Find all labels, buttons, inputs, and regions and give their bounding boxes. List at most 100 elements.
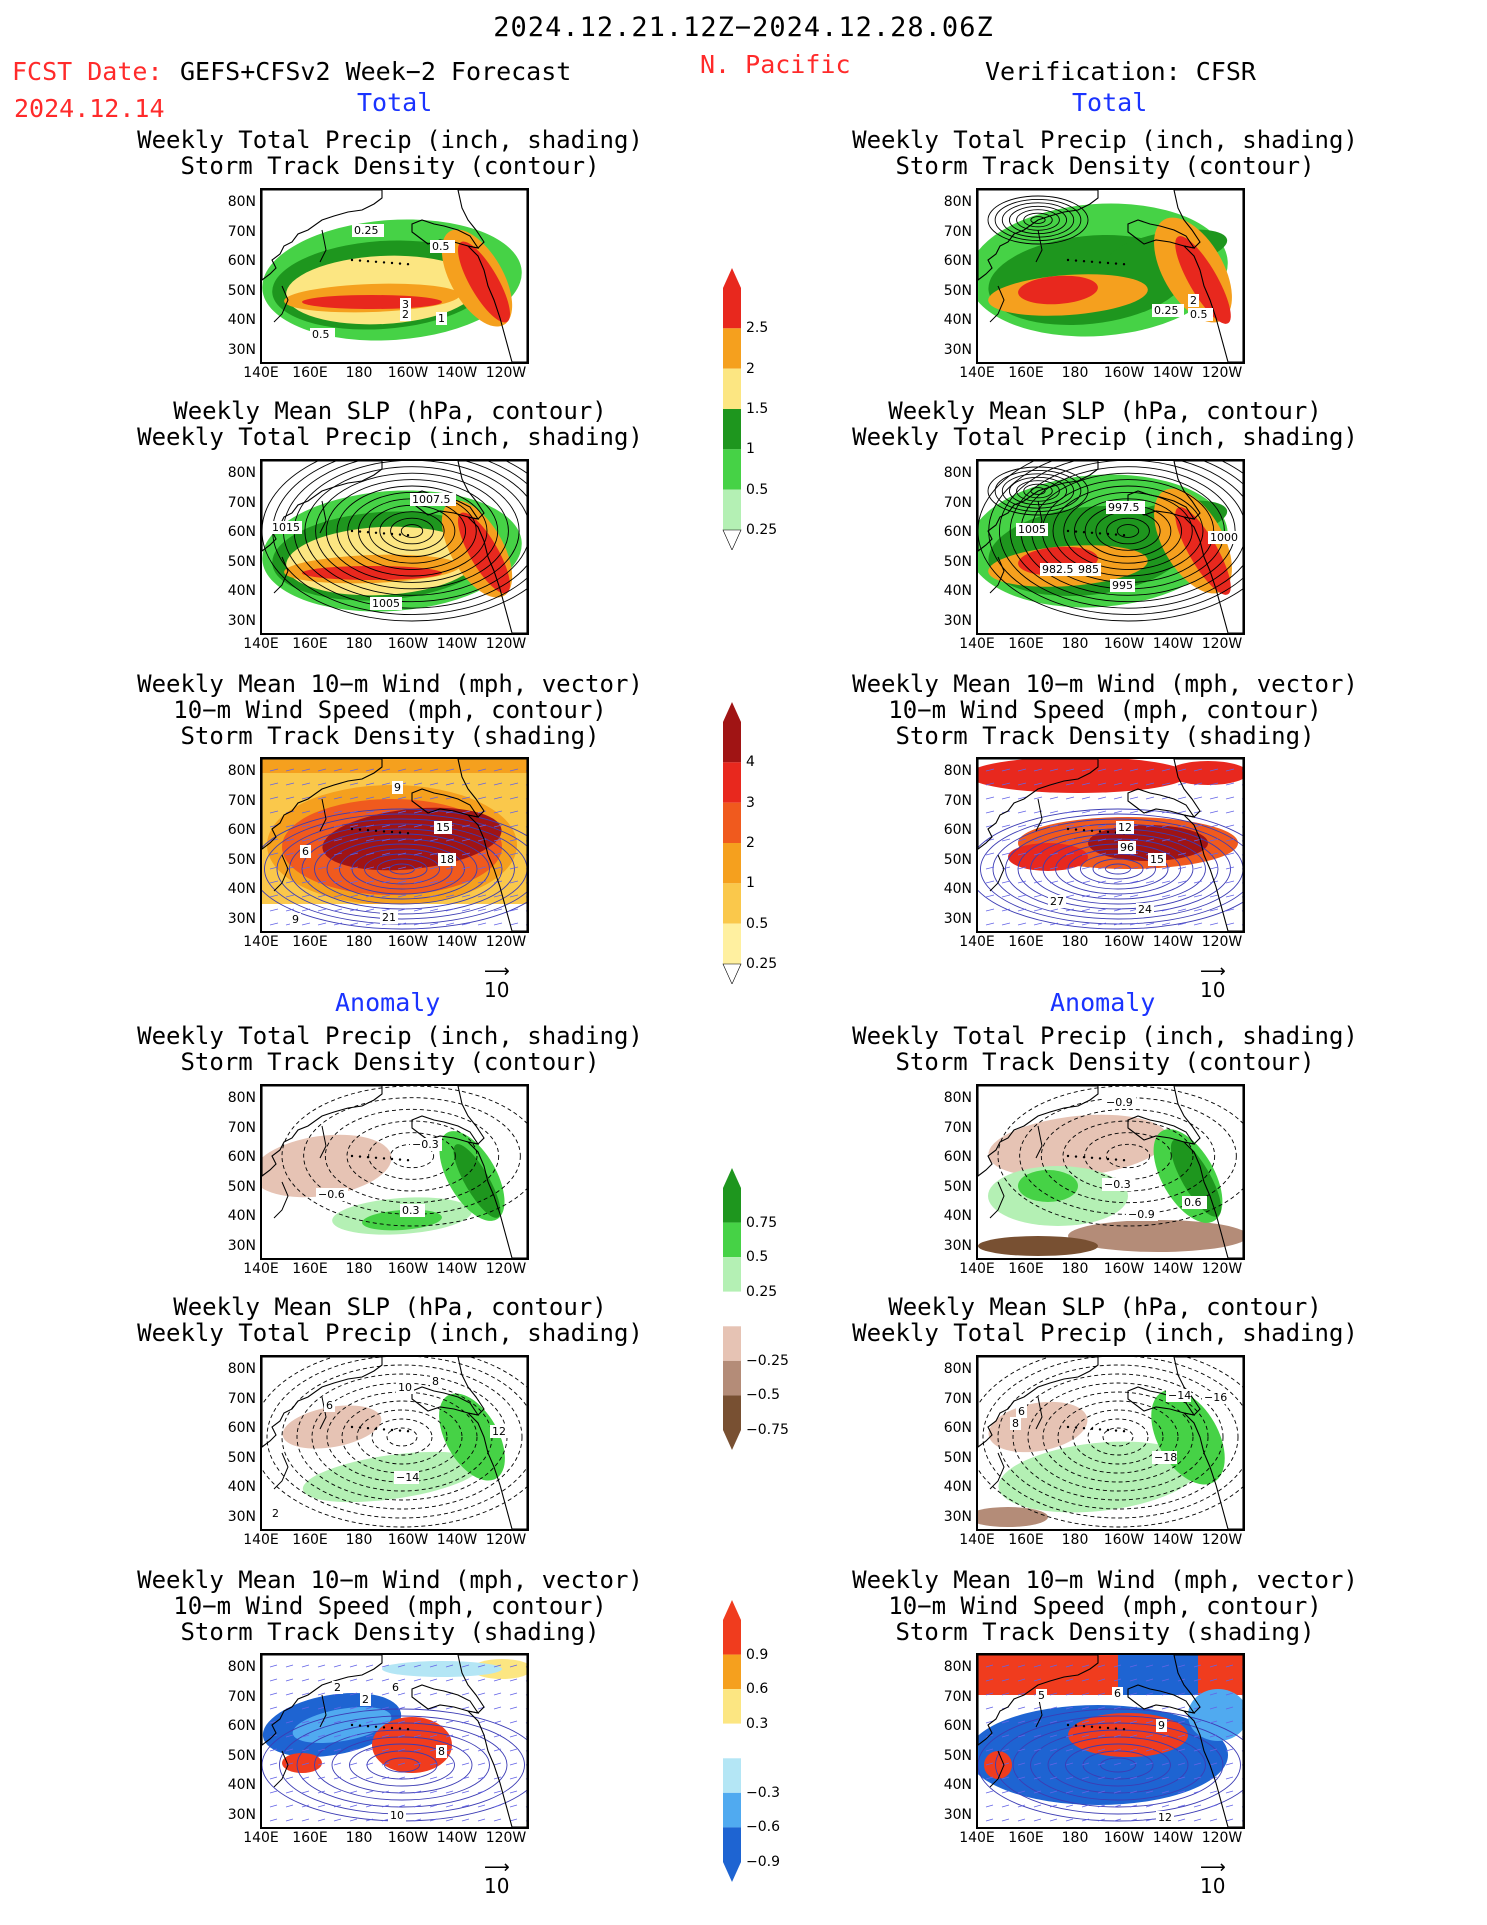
- panel-title: Weekly Total Precip (inch, shading): [137, 1319, 643, 1347]
- ver-awind-map: 5 6 9 12: [976, 1653, 1245, 1829]
- lat-tick-label: 30N: [227, 1237, 256, 1254]
- panel-title: Weekly Mean SLP (hPa, contour): [888, 1293, 1322, 1321]
- svg-text:995: 995: [1112, 579, 1133, 592]
- contour-label: 27: [1048, 895, 1066, 908]
- svg-text:0.3: 0.3: [402, 1204, 420, 1217]
- lat-tick-label: 70N: [943, 792, 972, 809]
- lon-tick-label: 120W: [1201, 636, 1243, 652]
- svg-text:1005: 1005: [372, 597, 400, 610]
- contour-label: 10: [396, 1381, 414, 1394]
- lat-tick-label: 30N: [943, 612, 972, 629]
- lon-tick-label: 180: [345, 1532, 373, 1548]
- lon-tick-label: 140E: [959, 1261, 995, 1277]
- lat-tick-label: 70N: [943, 1119, 972, 1136]
- svg-text:−0.9: −0.9: [1106, 1096, 1133, 1109]
- lon-tick-label: 120W: [1201, 1261, 1243, 1277]
- lon-tick-label: 140E: [243, 636, 279, 652]
- lon-tick-label: 140W: [1152, 636, 1194, 652]
- svg-text:6: 6: [1114, 1687, 1121, 1700]
- lon-tick-label: 160W: [387, 1532, 429, 1548]
- lat-tick-label: 50N: [227, 851, 256, 868]
- contour-label: 12: [490, 1425, 508, 1438]
- contour-label: 2: [360, 1693, 371, 1706]
- svg-text:982.5: 982.5: [1042, 563, 1074, 576]
- svg-text:27: 27: [1050, 895, 1064, 908]
- lon-tick-label: 160E: [1008, 1532, 1044, 1548]
- contour-label: 1005: [370, 597, 402, 610]
- contour-label: 1: [436, 312, 447, 325]
- fc-slp-map: 1007.5 1015 1005: [260, 459, 529, 635]
- contour-label: 2: [270, 1507, 281, 1520]
- lat-tick-label: 30N: [227, 612, 256, 629]
- svg-text:0.25: 0.25: [1154, 304, 1179, 317]
- panel-title: Weekly Total Precip (inch, shading): [137, 423, 643, 451]
- lon-tick-label: 180: [1061, 934, 1089, 950]
- lat-tick-label: 40N: [227, 881, 256, 897]
- lat-tick-label: 30N: [943, 341, 972, 358]
- lat-tick-label: 70N: [943, 223, 972, 240]
- panel-title: Weekly Total Precip (inch, shading): [852, 1022, 1358, 1050]
- contour-label: 24: [1136, 903, 1154, 916]
- svg-text:6: 6: [392, 1681, 399, 1694]
- lon-tick-label: 140E: [243, 1261, 279, 1277]
- lat-tick-label: 40N: [227, 312, 256, 328]
- lat-tick-label: 60N: [227, 1420, 256, 1436]
- lat-tick-label: 60N: [943, 253, 972, 269]
- lat-tick-label: 30N: [227, 910, 256, 927]
- lon-tick-label: 180: [1061, 365, 1089, 381]
- map-plot: 2 6 8 2 10: [262, 1655, 527, 1827]
- lon-tick-label: 120W: [485, 1830, 527, 1846]
- panel-title: Weekly Mean 10−m Wind (mph, vector): [137, 670, 643, 698]
- svg-text:21: 21: [382, 911, 396, 924]
- contour-label: 985: [1076, 563, 1101, 576]
- panel-title: Storm Track Density (contour): [895, 1048, 1315, 1076]
- lat-tick-label: 60N: [227, 524, 256, 540]
- svg-text:1000: 1000: [1210, 531, 1238, 544]
- lon-tick-label: 160E: [1008, 1261, 1044, 1277]
- svg-text:8: 8: [1012, 1417, 1019, 1430]
- contour-label: 1015: [270, 521, 302, 534]
- colorbar-tick-label: −0.9: [746, 1854, 780, 1870]
- svg-text:6: 6: [302, 845, 309, 858]
- contour-label: −0.9: [1126, 1208, 1158, 1221]
- colorbar-tick-label: −0.5: [746, 1387, 780, 1404]
- contour-label: 15: [1148, 853, 1166, 866]
- lon-tick-label: 160E: [1008, 1830, 1044, 1846]
- lat-tick-label: 40N: [943, 1479, 972, 1495]
- svg-text:0.5: 0.5: [312, 328, 330, 341]
- lon-tick-label: 140W: [1152, 1830, 1194, 1846]
- lat-tick-label: 40N: [227, 583, 256, 599]
- svg-text:96: 96: [1120, 841, 1134, 854]
- svg-text:18: 18: [440, 853, 454, 866]
- lat-tick-label: 80N: [943, 1361, 972, 1377]
- panel-title: Weekly Total Precip (inch, shading): [852, 423, 1358, 451]
- period-title: 2024.12.21.12Z−2024.12.28.06Z: [493, 12, 994, 43]
- lon-tick-label: 140E: [243, 1830, 279, 1846]
- lon-tick-label: 180: [1061, 1532, 1089, 1548]
- contour-label: −14: [394, 1471, 419, 1484]
- svg-text:10: 10: [398, 1381, 412, 1394]
- map-plot: 5 6 9 12: [978, 1655, 1243, 1827]
- lat-tick-label: 40N: [943, 881, 972, 897]
- colorbar-tick-label: 0.25: [746, 522, 778, 538]
- contour-label: −0.3: [1102, 1178, 1134, 1191]
- verification-label: Verification: CFSR: [985, 57, 1256, 86]
- ver-precip-map: 0.25 2 0.5: [976, 188, 1245, 364]
- lon-tick-label: 160W: [1103, 636, 1145, 652]
- colorbar-tick-label: 1: [746, 875, 755, 892]
- svg-text:0.5: 0.5: [432, 240, 450, 253]
- lat-tick-label: 50N: [227, 1178, 256, 1195]
- lon-tick-label: 140E: [959, 636, 995, 652]
- lon-tick-label: 140W: [1152, 1261, 1194, 1277]
- lon-tick-label: 140E: [959, 934, 995, 950]
- lat-tick-label: 70N: [227, 494, 256, 511]
- contour-label: 997.5: [1106, 501, 1145, 514]
- lat-tick-label: 70N: [943, 494, 972, 511]
- contour-label: 18: [438, 853, 456, 866]
- lat-tick-label: 60N: [943, 524, 972, 540]
- total-section-right: Total: [1072, 88, 1148, 117]
- colorbar-tick-label: 0.5: [746, 481, 769, 498]
- lon-tick-label: 120W: [485, 1532, 527, 1548]
- lon-tick-label: 140W: [1152, 934, 1194, 950]
- contour-label: 0.5: [310, 328, 335, 341]
